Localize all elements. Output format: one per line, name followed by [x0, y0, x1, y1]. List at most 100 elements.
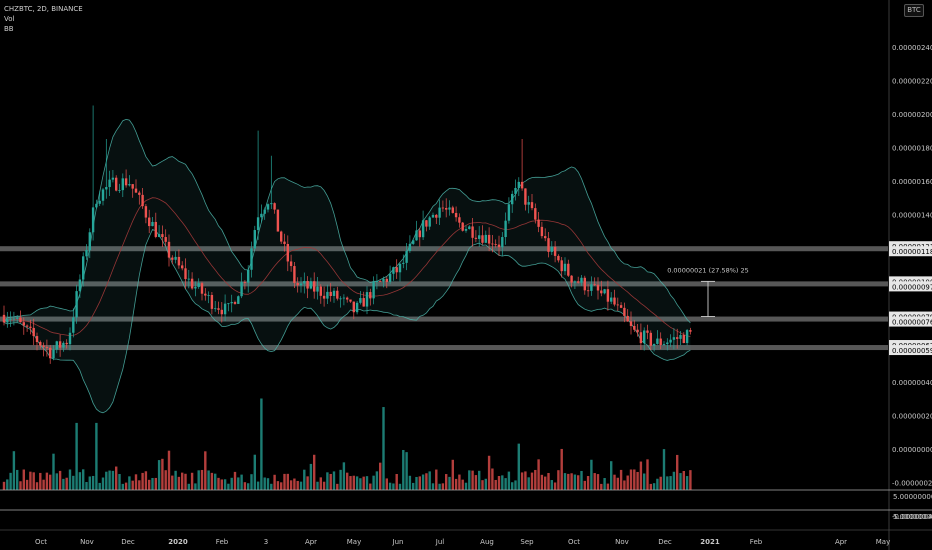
candle-body — [210, 294, 214, 309]
candle-body — [491, 243, 494, 245]
volume-bar — [352, 475, 355, 490]
volume-bar — [379, 462, 382, 490]
candle-body — [633, 325, 636, 330]
time-tick-label: Feb — [216, 538, 229, 546]
volume-bar — [289, 480, 293, 490]
volume-bar — [280, 482, 283, 490]
candle-body — [398, 263, 402, 273]
candle-body — [534, 208, 537, 220]
volume-bar — [263, 477, 266, 490]
volume-bar — [223, 479, 227, 490]
volume-bar — [501, 475, 504, 490]
bollinger-basis — [3, 197, 691, 337]
volume-bar — [560, 448, 563, 490]
candle-body — [293, 266, 296, 283]
level-label-box — [889, 311, 932, 322]
volume-bar — [402, 449, 405, 490]
candle-body — [487, 234, 491, 244]
volume-bar — [22, 469, 25, 490]
volume-bar — [118, 474, 121, 490]
candle-body — [342, 297, 346, 299]
volume-bar — [326, 472, 329, 490]
candle-body — [626, 315, 629, 322]
candle-body — [181, 265, 184, 269]
price-tick-label: 0.00000040 — [892, 379, 932, 387]
volume-bar — [42, 479, 45, 490]
volume-bar — [666, 476, 669, 490]
candle-body — [563, 263, 567, 272]
volume-bar — [540, 474, 544, 490]
volume-bar — [319, 477, 322, 490]
candle-body — [194, 286, 197, 289]
volume-bar — [91, 475, 95, 490]
volume-bar — [669, 476, 672, 490]
candle-body — [316, 286, 319, 292]
candle-body — [570, 275, 573, 283]
time-tick-label: 2021 — [700, 538, 720, 546]
volume-bar — [388, 482, 392, 490]
currency-badge[interactable]: BTC — [904, 4, 924, 17]
volume-indicator-label[interactable]: Vol — [4, 15, 15, 23]
volume-bar — [603, 478, 606, 490]
candle-body — [283, 241, 286, 244]
volume-bar — [75, 422, 78, 490]
volume-bar — [689, 470, 692, 490]
volume-bar — [392, 483, 395, 490]
volume-bar — [563, 473, 567, 490]
candle-body — [322, 295, 326, 299]
volume-bar — [151, 477, 154, 490]
volume-bar — [154, 477, 157, 490]
volume-bar — [190, 472, 194, 490]
candle-body — [544, 236, 547, 239]
candle-body — [454, 212, 458, 218]
symbol-title[interactable]: CHZBTC, 2D, BINANCE — [4, 5, 83, 13]
level-label-box — [889, 276, 932, 287]
volume-bar — [626, 475, 629, 490]
candle-body — [438, 207, 441, 218]
bollinger-indicator-label[interactable]: BB — [4, 25, 14, 33]
price-tick-label: 0.00000200 — [892, 111, 932, 119]
volume-bar — [484, 478, 487, 490]
candle-body — [177, 256, 181, 266]
volume-bar — [95, 422, 98, 490]
volume-bar — [649, 483, 652, 490]
candle-body — [652, 343, 656, 346]
volume-bar — [619, 469, 623, 490]
measure-tool: 0.00000021 (27.58%) 25 — [667, 266, 749, 317]
volume-bar — [491, 468, 494, 490]
candle-body — [207, 294, 210, 296]
candle-body — [32, 327, 35, 337]
candle-body — [68, 332, 72, 345]
candle-body — [425, 220, 428, 227]
volume-bar — [385, 478, 388, 490]
candle-body — [379, 281, 382, 283]
volume-bar — [200, 469, 204, 490]
volume-bar — [187, 483, 190, 490]
candle-body — [22, 322, 25, 326]
level-label-box — [889, 281, 932, 292]
candle-body — [669, 339, 672, 343]
level-label-box — [889, 345, 932, 356]
candle-body — [78, 279, 82, 292]
candle-body — [313, 281, 316, 292]
volume-bar — [247, 483, 250, 490]
candle-body — [596, 284, 600, 291]
candle-body — [223, 303, 227, 315]
volume-bar — [468, 470, 471, 490]
candle-body — [474, 237, 478, 239]
volume-bar — [286, 473, 289, 490]
candle-body — [458, 217, 461, 223]
candle-body — [468, 226, 471, 230]
volume-bar — [98, 482, 101, 490]
volume-bar — [72, 475, 75, 490]
volume-bar — [606, 483, 610, 490]
candle-body — [184, 268, 187, 280]
volume-bar — [171, 475, 174, 490]
volume-bar — [428, 471, 431, 490]
support-resistance-zone — [0, 281, 888, 287]
volume-bar — [39, 472, 42, 490]
candle-body — [352, 301, 355, 313]
candle-body — [649, 332, 652, 346]
candlestick-series — [2, 105, 692, 364]
